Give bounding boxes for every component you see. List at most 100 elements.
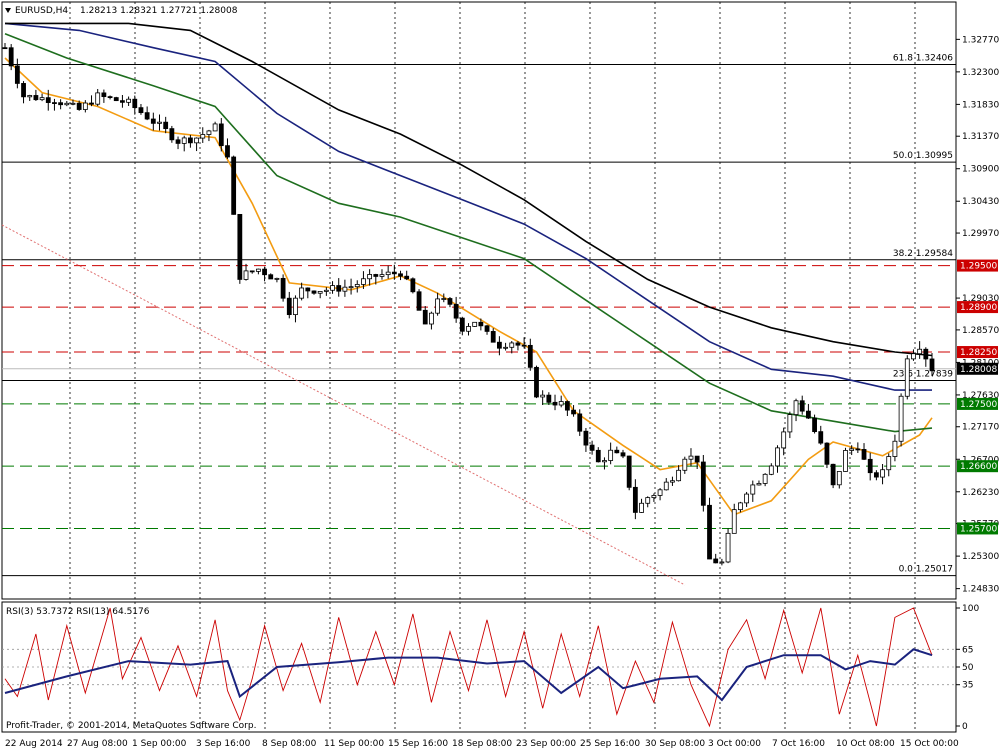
candle-body: [157, 121, 162, 124]
candle-body: [8, 47, 14, 67]
time-label: 22 Aug 2014: [5, 739, 63, 749]
candle-body: [82, 102, 88, 110]
candle-body: [466, 326, 471, 332]
candle-body: [410, 278, 416, 293]
moving-averages: [4, 22, 933, 516]
candle-body: [225, 145, 230, 158]
candle-body: [564, 401, 570, 411]
candle-body: [595, 449, 601, 463]
candle-body: [206, 130, 212, 135]
level-badge-label: 1.29500: [960, 262, 997, 272]
candle-body: [21, 83, 26, 98]
level-badge-label: 1.26600: [960, 462, 997, 472]
candle-body: [768, 465, 774, 475]
candle-body: [274, 277, 280, 280]
level-badge: [957, 460, 998, 473]
moving-average-line: [4, 33, 933, 433]
candle-body: [626, 455, 632, 488]
candle-body: [280, 277, 286, 299]
candle-body: [299, 287, 305, 299]
candle-body: [348, 286, 354, 289]
price-tick-label: 1.29970: [962, 229, 999, 239]
candle-body: [126, 98, 131, 103]
fib-label: 23.6 1.27839: [893, 369, 953, 379]
price-tick-label: 1.24830: [962, 585, 999, 595]
time-label: 25 Sep 16:00: [580, 739, 640, 749]
price-tick-label: 1.27170: [962, 423, 999, 433]
price-tick-label: 1.25300: [962, 552, 999, 562]
ohlc-values: 1.28213 1.28321 1.27721 1.28008: [80, 6, 238, 16]
time-label: 1 Sep 00:00: [132, 739, 187, 749]
candle-body: [503, 346, 508, 349]
dropdown-triangle-icon[interactable]: [5, 8, 11, 13]
price-tick-label: 1.31370: [962, 132, 999, 142]
rsi-tick-label: 100: [962, 604, 979, 614]
candle-body: [243, 270, 249, 280]
candle-body: [818, 431, 824, 444]
candle-body: [744, 493, 749, 504]
candle-body: [762, 473, 768, 484]
fib-label: 61.8 1.32406: [893, 54, 953, 64]
price-tick-label: 1.28570: [962, 326, 999, 336]
candle-body: [293, 297, 298, 316]
candle-body: [651, 495, 657, 499]
candle-body: [849, 448, 855, 451]
candle-body: [231, 156, 237, 215]
candle-body: [843, 450, 848, 472]
candle-body: [886, 456, 892, 471]
candle-body: [589, 444, 595, 451]
price-axis: 1.32770 1.32300 1.31830 1.31370 1.30900 1.304…: [956, 35, 999, 595]
candle-body: [806, 410, 811, 419]
price-tick-label: 1.30430: [962, 197, 999, 207]
time-label: 7 Oct 16:00: [772, 739, 825, 749]
candle-body: [169, 128, 175, 141]
candle-body: [58, 102, 64, 106]
current-price-badge: [957, 362, 998, 375]
candle-body: [509, 342, 515, 348]
price-tick-label: 1.31830: [962, 100, 999, 110]
candle-body: [64, 102, 70, 106]
candle-body: [336, 285, 342, 292]
time-axis: 22 Aug 2014 27 Aug 08:00 1 Sep 00:00 3 Sep …: [5, 739, 959, 749]
candle-body: [429, 312, 434, 325]
candle-body: [657, 489, 663, 496]
candle-body: [138, 107, 144, 114]
moving-average-line: [5, 22, 933, 357]
moving-average-line: [4, 22, 932, 391]
time-label: 3 Sep 16:00: [196, 739, 251, 749]
candle-body: [379, 274, 385, 277]
price-tick-label: 1.27630: [962, 391, 999, 401]
time-label: 27 Aug 08:00: [67, 739, 128, 749]
candle-body: [923, 348, 929, 360]
candle-body: [422, 309, 428, 325]
candle-body: [552, 401, 558, 406]
level-badge-label: 1.28900: [960, 303, 997, 313]
candle-body: [873, 472, 879, 478]
rsi-title: RSI(3) 53.7372 RSI(13) 64.5176: [6, 607, 150, 617]
candle-body: [262, 268, 267, 276]
candle-body: [713, 558, 719, 564]
candle-body: [472, 321, 478, 327]
candle-body: [95, 92, 101, 105]
trendline[interactable]: [1, 224, 686, 586]
candle-body: [132, 98, 138, 109]
candle-body: [608, 449, 614, 461]
candle-body: [799, 400, 805, 412]
candle-body: [694, 455, 700, 463]
time-label: 10 Oct 08:00: [836, 739, 895, 749]
candle-body: [904, 358, 910, 397]
candle-body: [892, 440, 898, 457]
candle-body: [391, 271, 397, 275]
candle-body: [181, 137, 187, 144]
candle-body: [453, 303, 459, 319]
candle-body: [354, 284, 360, 288]
candle-body: [911, 353, 916, 360]
candle-body: [824, 442, 830, 465]
level-badge: [957, 301, 998, 314]
candles: [2, 43, 935, 566]
fib-label: 0.0 1.25017: [899, 565, 953, 575]
candle-body: [317, 291, 323, 294]
candle-body: [571, 409, 576, 415]
rsi-line: [4, 648, 933, 702]
